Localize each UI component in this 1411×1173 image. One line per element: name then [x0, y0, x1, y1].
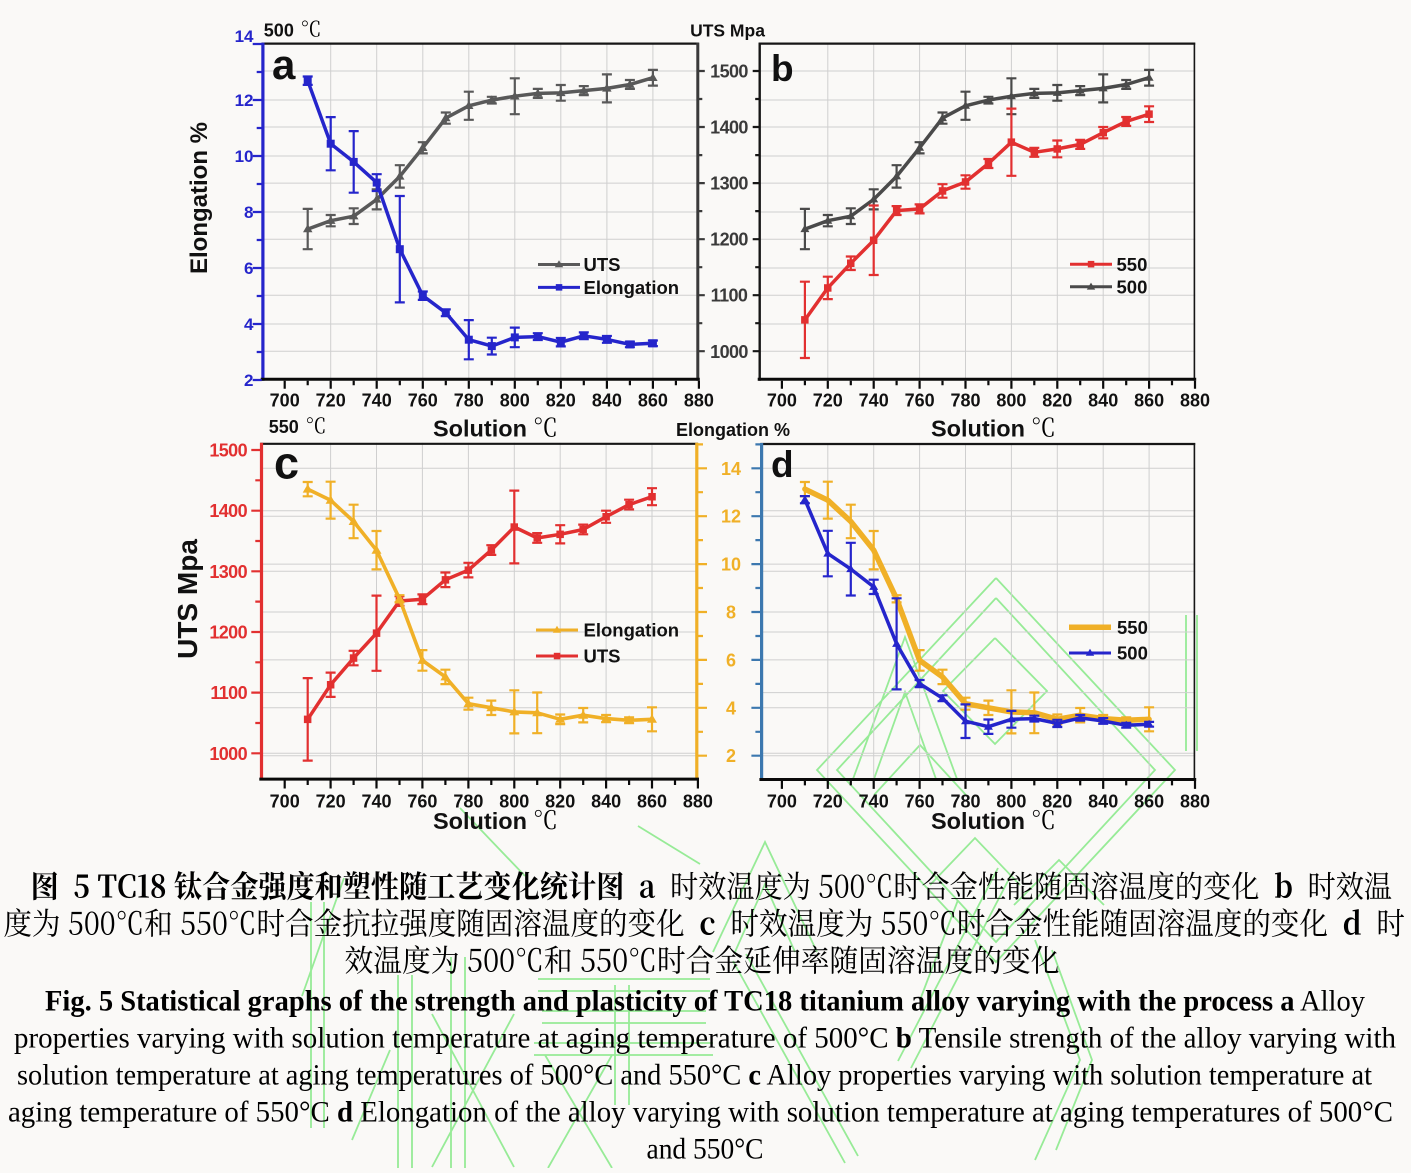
- svg-text:1300: 1300: [710, 174, 748, 194]
- svg-text:c: c: [274, 438, 299, 489]
- svg-text:880: 880: [1180, 792, 1210, 812]
- svg-text:10: 10: [721, 555, 741, 575]
- svg-text:720: 720: [813, 792, 843, 812]
- svg-text:Fig. 5 Statistical graphs of t: Fig. 5 Statistical graphs of the strengt…: [45, 985, 1365, 1018]
- svg-text:1400: 1400: [209, 501, 247, 521]
- svg-text:780: 780: [950, 792, 980, 812]
- svg-text:6: 6: [244, 259, 253, 278]
- svg-text:860: 860: [638, 391, 668, 411]
- svg-text:500: 500: [1117, 643, 1148, 664]
- svg-text:1000: 1000: [710, 342, 748, 362]
- svg-text:UTS: UTS: [584, 646, 621, 667]
- svg-text:solution temperature at aging: solution temperature at aging temperatur…: [17, 1059, 1373, 1092]
- svg-text:840: 840: [1088, 792, 1118, 812]
- svg-text:6: 6: [726, 650, 736, 670]
- svg-text:550: 550: [1117, 254, 1148, 275]
- svg-text:Elongation: Elongation: [584, 277, 680, 298]
- svg-text:820: 820: [545, 792, 575, 812]
- svg-text:2: 2: [726, 746, 736, 766]
- svg-text:UTS: UTS: [584, 254, 621, 275]
- svg-text:b: b: [771, 48, 794, 89]
- svg-text:780: 780: [453, 792, 483, 812]
- svg-text:2: 2: [244, 371, 253, 390]
- svg-text:550: 550: [1117, 617, 1148, 638]
- svg-text:820: 820: [1042, 391, 1072, 411]
- svg-text:1000: 1000: [209, 744, 247, 764]
- svg-text:740: 740: [362, 391, 392, 411]
- svg-text:700: 700: [767, 792, 797, 812]
- svg-text:12: 12: [721, 507, 741, 527]
- svg-text:720: 720: [316, 792, 346, 812]
- svg-text:properties varying with soluti: properties varying with solution tempera…: [14, 1022, 1396, 1055]
- svg-text:840: 840: [1088, 391, 1118, 411]
- svg-text:800: 800: [500, 391, 530, 411]
- svg-text:880: 880: [683, 792, 713, 812]
- svg-text:800: 800: [996, 792, 1026, 812]
- svg-text:10: 10: [235, 147, 254, 166]
- svg-text:740: 740: [859, 391, 889, 411]
- svg-text:700: 700: [270, 792, 300, 812]
- svg-text:700: 700: [270, 391, 300, 411]
- svg-text:Elongation %: Elongation %: [676, 420, 790, 440]
- svg-text:720: 720: [316, 391, 346, 411]
- svg-text:4: 4: [244, 315, 254, 334]
- svg-text:1500: 1500: [710, 62, 748, 82]
- svg-text:820: 820: [546, 391, 576, 411]
- svg-text:880: 880: [1180, 391, 1210, 411]
- svg-text:1200: 1200: [209, 623, 247, 643]
- svg-text:840: 840: [592, 391, 622, 411]
- svg-text:aging temperature of 550°C d E: aging temperature of 550°C d Elongation …: [8, 1096, 1393, 1129]
- svg-text:and 550°C: and 550°C: [647, 1133, 764, 1166]
- svg-text:780: 780: [950, 391, 980, 411]
- svg-text:880: 880: [684, 391, 714, 411]
- svg-text:760: 760: [905, 391, 935, 411]
- svg-text:550: 550: [269, 417, 299, 437]
- svg-text:1200: 1200: [710, 230, 748, 250]
- svg-text:d: d: [771, 444, 794, 485]
- svg-text:a: a: [272, 41, 296, 88]
- svg-text:700: 700: [767, 391, 797, 411]
- svg-text:500: 500: [264, 20, 294, 40]
- svg-text:Elongation: Elongation: [584, 620, 680, 641]
- svg-text:760: 760: [407, 792, 437, 812]
- svg-text:Solution: Solution: [931, 808, 1025, 834]
- svg-text:1500: 1500: [209, 441, 247, 461]
- svg-text:Solution: Solution: [433, 416, 527, 442]
- svg-text:860: 860: [637, 792, 667, 812]
- svg-text:1400: 1400: [710, 118, 748, 138]
- svg-text:14: 14: [721, 459, 741, 479]
- svg-text:800: 800: [499, 792, 529, 812]
- svg-text:Elongation %: Elongation %: [186, 122, 213, 274]
- svg-text:860: 860: [1134, 391, 1164, 411]
- svg-text:760: 760: [408, 391, 438, 411]
- svg-text:820: 820: [1042, 792, 1072, 812]
- svg-text:740: 740: [361, 792, 391, 812]
- svg-text:Solution: Solution: [433, 808, 527, 834]
- svg-text:1100: 1100: [711, 286, 748, 306]
- svg-text:1300: 1300: [209, 562, 247, 582]
- svg-text:12: 12: [235, 91, 254, 110]
- svg-text:740: 740: [859, 792, 889, 812]
- svg-text:8: 8: [726, 603, 736, 623]
- svg-text:1100: 1100: [210, 683, 247, 703]
- svg-text:800: 800: [996, 391, 1026, 411]
- svg-text:Solution: Solution: [931, 416, 1025, 442]
- svg-text:14: 14: [235, 27, 254, 46]
- svg-text:UTS Mpa: UTS Mpa: [172, 539, 203, 659]
- svg-text:760: 760: [905, 792, 935, 812]
- svg-text:860: 860: [1134, 792, 1164, 812]
- svg-text:840: 840: [591, 792, 621, 812]
- svg-text:8: 8: [244, 203, 253, 222]
- svg-text:500: 500: [1117, 277, 1148, 298]
- svg-text:780: 780: [454, 391, 484, 411]
- svg-text:4: 4: [726, 698, 736, 718]
- svg-text:UTS Mpa: UTS Mpa: [690, 20, 765, 40]
- svg-text:720: 720: [813, 391, 843, 411]
